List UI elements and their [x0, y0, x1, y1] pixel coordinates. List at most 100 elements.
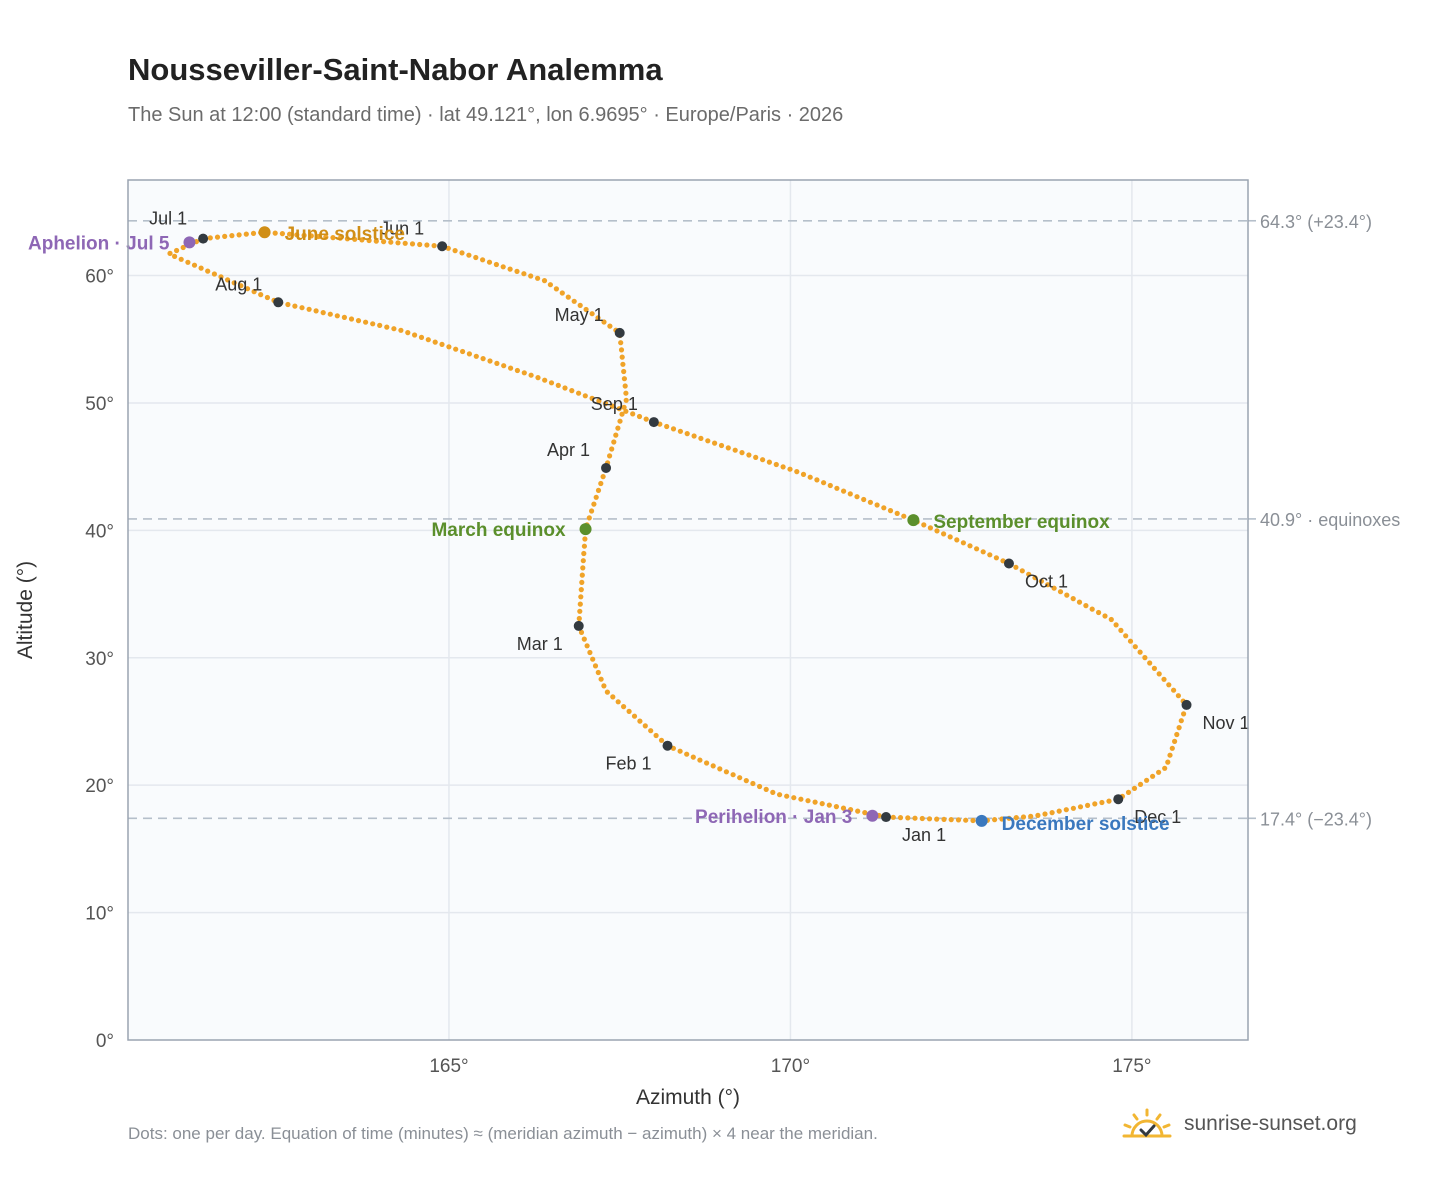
day-dot [1178, 718, 1184, 724]
day-dot [218, 274, 224, 280]
y-tick-label: 20° [85, 776, 114, 797]
day-dot [609, 446, 615, 452]
day-dot [555, 382, 561, 388]
day-dot [323, 234, 329, 240]
day-dot [1125, 789, 1132, 796]
day-dot [697, 757, 703, 763]
month-dot [437, 241, 448, 252]
month-dot [648, 417, 659, 428]
day-dot [926, 816, 933, 822]
day-dot [1035, 812, 1041, 819]
day-dot [198, 265, 204, 271]
day-dot [980, 549, 986, 555]
day-dot [691, 433, 697, 439]
day-dot [576, 615, 582, 622]
day-dot [967, 543, 973, 549]
day-dot [381, 239, 387, 245]
month-dot [273, 297, 284, 308]
day-dot [577, 608, 583, 614]
day-dot [718, 442, 725, 449]
day-dot [1156, 769, 1162, 775]
event-dot [975, 814, 988, 827]
day-dot [494, 360, 500, 366]
event-dot [907, 514, 920, 527]
month-label: Oct 1 [1025, 571, 1068, 591]
month-label: Jul 1 [149, 209, 187, 229]
reference-lines: 64.3° (+23.4°) 40.9° · equinoxes 17.4° (−2… [128, 212, 1400, 829]
month-dot [1181, 699, 1192, 710]
month-dot [881, 812, 892, 823]
day-dot [251, 289, 257, 295]
day-dot [600, 474, 606, 480]
day-dot [541, 278, 548, 284]
day-dot [596, 398, 602, 404]
day-dot [1013, 815, 1019, 821]
day-dot [587, 649, 593, 656]
month-label: Sep 1 [591, 394, 638, 414]
month-label: May 1 [555, 305, 604, 325]
reference-label: 64.3° (+23.4°) [1260, 212, 1372, 232]
day-dot [589, 311, 595, 317]
day-dot [595, 315, 601, 321]
day-dot [1169, 745, 1175, 751]
brand-name: sunrise-sunset.org [1184, 1112, 1357, 1135]
day-dot [732, 447, 738, 453]
day-dot [620, 361, 626, 367]
day-dot [542, 377, 548, 383]
day-dot [446, 344, 452, 350]
day-dot [1113, 622, 1119, 628]
day-dot [595, 669, 601, 676]
day-dot [717, 766, 723, 772]
day-dot [637, 718, 643, 724]
day-dot [1108, 616, 1114, 623]
day-dot [607, 323, 613, 329]
day-dot [384, 324, 390, 330]
day-dot [355, 318, 362, 324]
day-dot [565, 294, 571, 300]
day-dot [805, 798, 811, 804]
axes: 0° 10° 20° 30° 40° 50° 60° 165° 170° 175° [85, 267, 1151, 1077]
day-dot [486, 259, 493, 265]
day-dot [777, 792, 783, 798]
day-dot [334, 313, 340, 319]
day-dot [579, 572, 585, 578]
day-dot [623, 408, 629, 414]
day-dot [480, 257, 486, 263]
day-dot [894, 510, 900, 516]
day-dot [1166, 682, 1172, 688]
day-dot [244, 286, 251, 292]
day-dot [1156, 671, 1162, 677]
day-dot [861, 496, 867, 503]
day-dot [737, 775, 743, 781]
day-dot [431, 243, 437, 249]
brand-link[interactable]: sunrise-sunset.org [1120, 1104, 1357, 1144]
month-dot [198, 233, 209, 244]
day-dot [559, 290, 565, 296]
day-dot [794, 469, 800, 475]
day-dot [705, 438, 711, 444]
day-dot [1144, 777, 1150, 783]
day-dot [743, 778, 749, 784]
day-dot [453, 346, 459, 352]
day-dot [521, 271, 527, 277]
day-dot [821, 480, 827, 486]
day-dot [373, 238, 379, 244]
day-dot [1006, 815, 1012, 821]
day-dot [1118, 627, 1124, 634]
day-dot [366, 237, 372, 244]
day-dot [798, 796, 804, 802]
day-dot [934, 528, 940, 534]
day-dot [623, 390, 629, 396]
day-dot [535, 275, 541, 281]
day-dot [528, 273, 534, 279]
day-dot [409, 241, 416, 247]
day-dot [313, 308, 319, 314]
day-dot [1026, 571, 1032, 577]
day-dot [787, 466, 793, 472]
day-dot [547, 282, 554, 288]
day-dot [185, 259, 191, 265]
month-label: Nov 1 [1203, 713, 1250, 733]
day-dot [405, 330, 411, 336]
day-dot [601, 319, 607, 325]
